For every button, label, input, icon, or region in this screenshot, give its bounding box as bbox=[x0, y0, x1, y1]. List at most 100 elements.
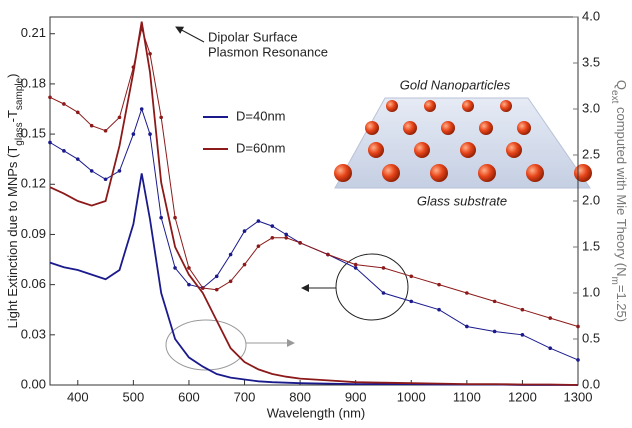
data-point bbox=[148, 132, 152, 136]
x-tick-label: 900 bbox=[345, 389, 367, 404]
data-point bbox=[326, 252, 330, 257]
y-tick-label: 0.09 bbox=[21, 226, 46, 241]
data-point bbox=[409, 274, 414, 279]
x-tick-label: 800 bbox=[289, 389, 311, 404]
nanoparticle bbox=[500, 100, 512, 112]
data-point bbox=[465, 324, 469, 329]
data-point bbox=[381, 266, 386, 270]
data-point bbox=[173, 215, 177, 220]
y2-tick-label: 1.5 bbox=[582, 238, 600, 253]
data-point bbox=[520, 307, 525, 312]
nanoparticle bbox=[430, 164, 448, 182]
x-tick-label: 500 bbox=[123, 389, 145, 404]
data-point bbox=[576, 324, 580, 329]
nanoparticle bbox=[462, 100, 474, 112]
highlight-ellipse bbox=[335, 253, 409, 321]
data-point bbox=[437, 307, 441, 312]
data-point bbox=[242, 229, 247, 233]
data-point bbox=[242, 262, 247, 267]
nanoparticle bbox=[365, 121, 379, 135]
nanoparticle bbox=[526, 164, 544, 182]
x-tick-label: 400 bbox=[67, 389, 89, 404]
y2-tick-label: 2.0 bbox=[582, 192, 600, 207]
measured-line bbox=[49, 107, 579, 361]
data-point bbox=[284, 236, 289, 240]
data-point bbox=[270, 236, 275, 240]
nanoparticles bbox=[334, 100, 592, 182]
data-point bbox=[214, 287, 219, 292]
data-point bbox=[75, 157, 80, 161]
data-point bbox=[228, 252, 233, 257]
label-part: Q bbox=[614, 80, 629, 90]
nanoparticle bbox=[386, 100, 398, 112]
data-point bbox=[89, 123, 94, 128]
nanoparticle bbox=[479, 121, 493, 135]
data-point bbox=[48, 140, 52, 145]
x-tick-label: 1000 bbox=[397, 389, 426, 404]
nanoparticle bbox=[334, 164, 352, 182]
inset: Gold Nanoparticles Glass substrate bbox=[334, 77, 592, 208]
inset-title: Gold Nanoparticles bbox=[400, 77, 511, 92]
data-point bbox=[48, 95, 52, 100]
data-point bbox=[228, 279, 233, 284]
nanoparticle bbox=[574, 164, 592, 182]
y-tick-label: 0.21 bbox=[21, 25, 46, 40]
data-point bbox=[159, 215, 163, 220]
data-point bbox=[492, 329, 497, 334]
data-point bbox=[520, 333, 525, 337]
label-part: -T bbox=[5, 110, 20, 122]
nanoparticle bbox=[478, 164, 496, 182]
subscript: glass bbox=[14, 122, 25, 145]
label-part: Light Extinction due to MNPs (T bbox=[5, 146, 20, 329]
subscript: ext bbox=[609, 90, 620, 104]
data-point bbox=[131, 132, 136, 136]
nanoparticle bbox=[403, 121, 417, 135]
label-part: =1.25) bbox=[614, 285, 629, 322]
data-point bbox=[103, 177, 108, 182]
data-point bbox=[548, 346, 553, 351]
data-point bbox=[117, 169, 122, 173]
glass-plate bbox=[334, 97, 591, 189]
legend-label: D=60nm bbox=[236, 140, 286, 155]
x-tick-label: 1200 bbox=[508, 389, 537, 404]
subscript: sample bbox=[14, 77, 25, 110]
computed-line bbox=[49, 21, 579, 386]
nanoparticle bbox=[382, 164, 400, 182]
data-point bbox=[62, 149, 66, 153]
nanoparticle bbox=[441, 121, 455, 135]
y-tick-label: 0.15 bbox=[21, 126, 46, 141]
data-point bbox=[465, 291, 469, 295]
data-point bbox=[117, 115, 122, 120]
y2-tick-label: 3.0 bbox=[582, 100, 600, 115]
y2-tick-label: 4.0 bbox=[582, 8, 600, 23]
x-tick-label: 1300 bbox=[564, 389, 593, 404]
data-point bbox=[89, 169, 94, 173]
x-tick-label: 600 bbox=[178, 389, 200, 404]
data-point bbox=[284, 232, 289, 237]
x-axis-label: Wavelength (nm) bbox=[267, 405, 366, 420]
data-point bbox=[173, 266, 177, 270]
data-point bbox=[576, 358, 580, 362]
data-point bbox=[187, 282, 191, 287]
y2-tick-label: 0.5 bbox=[582, 330, 600, 345]
subscript: m bbox=[609, 277, 620, 285]
y-tick-label: 0.12 bbox=[21, 176, 46, 191]
data-point bbox=[256, 244, 261, 248]
data-point bbox=[148, 52, 152, 56]
y2-tick-label: 0.0 bbox=[582, 376, 600, 391]
data-point bbox=[187, 266, 191, 270]
y-axis-label: Light Extinction due to MNPs (Tglass-Tsa… bbox=[5, 73, 25, 328]
data-point bbox=[270, 224, 275, 228]
annotation: Dipolar Surface bbox=[208, 29, 298, 44]
data-point bbox=[103, 128, 108, 133]
nanoparticle bbox=[517, 121, 531, 135]
y-tick-label: 0.06 bbox=[21, 276, 46, 291]
measured-line bbox=[49, 26, 579, 327]
data-point bbox=[62, 102, 66, 106]
data-point bbox=[381, 291, 386, 295]
data-point bbox=[214, 274, 219, 279]
label-part: ) bbox=[5, 73, 20, 77]
data-point bbox=[492, 299, 497, 304]
y-tick-label: 0.00 bbox=[21, 376, 46, 391]
